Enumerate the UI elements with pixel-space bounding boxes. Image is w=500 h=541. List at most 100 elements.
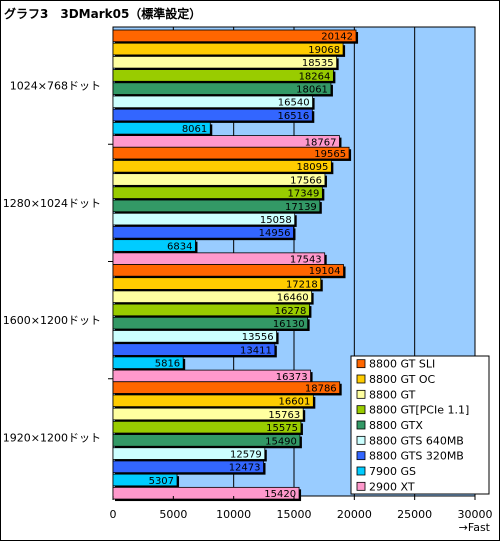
bar xyxy=(112,277,322,290)
data-label: 16278 xyxy=(275,306,307,317)
data-label: 5307 xyxy=(149,476,174,487)
bar xyxy=(112,226,294,239)
bar xyxy=(112,160,332,173)
bar xyxy=(112,42,344,56)
bar xyxy=(112,95,313,109)
bar xyxy=(112,173,326,186)
legend-swatch xyxy=(356,420,366,430)
data-label: 16460 xyxy=(277,293,309,304)
data-label: 17349 xyxy=(288,189,320,200)
bar xyxy=(112,381,341,394)
bar xyxy=(112,356,184,369)
category-label: 1024×768ドット xyxy=(10,80,101,93)
data-label: 15490 xyxy=(265,436,297,447)
bar xyxy=(112,420,302,434)
bar xyxy=(112,394,314,408)
data-label: 15575 xyxy=(266,423,298,434)
bar xyxy=(112,434,301,447)
bar xyxy=(112,343,276,356)
bar xyxy=(112,199,321,213)
data-label: 17543 xyxy=(290,255,322,266)
data-label: 16373 xyxy=(276,372,308,383)
data-label: 14956 xyxy=(259,228,291,239)
legend-label: 2900 XT xyxy=(369,480,415,493)
data-label: 12473 xyxy=(229,463,261,474)
data-label: 19068 xyxy=(308,45,340,56)
bar xyxy=(112,69,334,82)
data-label: 17218 xyxy=(286,279,318,290)
bar xyxy=(112,460,264,474)
legend-swatch xyxy=(356,405,366,415)
bar xyxy=(112,108,313,122)
category-label: 1920×1200ドット xyxy=(3,431,101,444)
legend-swatch xyxy=(356,435,366,445)
data-label: 20142 xyxy=(321,32,353,43)
x-tick-label: 30000 xyxy=(458,508,493,521)
bar xyxy=(112,473,178,487)
data-label: 18535 xyxy=(302,58,334,69)
legend-label: 7900 GS xyxy=(369,465,416,478)
bar xyxy=(112,330,277,343)
x-tick-label: 20000 xyxy=(337,508,372,521)
chart-title: グラフ3 3DMark05（標準設定） xyxy=(4,7,202,21)
data-label: 16601 xyxy=(279,397,311,408)
data-label: 18095 xyxy=(297,162,329,173)
x-tick-label: 15000 xyxy=(277,508,312,521)
bar xyxy=(112,29,357,43)
legend-swatch xyxy=(356,481,366,491)
bar xyxy=(112,447,266,460)
legend-label: 8800 GT[PCIe 1.1] xyxy=(369,404,469,417)
bar xyxy=(112,146,350,160)
data-label: 12579 xyxy=(230,449,262,460)
data-label: 19104 xyxy=(309,266,341,277)
data-label: 17566 xyxy=(290,175,322,186)
legend-box xyxy=(350,355,490,495)
data-label: 13556 xyxy=(242,332,274,343)
legend-swatch xyxy=(356,374,366,384)
data-label: 18061 xyxy=(296,85,328,96)
bar xyxy=(112,239,196,252)
data-label: 16130 xyxy=(273,319,305,330)
data-label: 15058 xyxy=(260,215,292,226)
bar xyxy=(112,82,332,95)
bar xyxy=(112,290,313,303)
legend-label: 8800 GTS 640MB xyxy=(369,434,464,447)
x-tick-label: 5000 xyxy=(159,508,187,521)
legend-label: 8800 GTS 320MB xyxy=(369,450,464,463)
bar xyxy=(112,212,296,226)
data-label: 16516 xyxy=(277,111,309,122)
legend-swatch xyxy=(356,451,366,461)
data-label: 5816 xyxy=(155,359,180,370)
data-label: 13411 xyxy=(240,345,272,356)
data-label: 16540 xyxy=(278,98,310,109)
legend-label: 8800 GT SLI xyxy=(369,358,435,371)
data-label: 15420 xyxy=(264,489,296,500)
legend-label: 8800 GT xyxy=(369,388,416,401)
bar xyxy=(112,264,344,277)
category-label: 1600×1200ドット xyxy=(3,314,101,327)
bar xyxy=(112,316,309,330)
x-tick-label: 10000 xyxy=(216,508,251,521)
legend-swatch xyxy=(356,359,366,369)
category-label: 1280×1024ドット xyxy=(3,197,101,210)
data-label: 18264 xyxy=(299,71,331,82)
x-tick-label: 0 xyxy=(110,508,117,521)
data-label: 15763 xyxy=(268,410,300,421)
bar xyxy=(112,56,338,69)
data-label: 17139 xyxy=(285,202,317,213)
bar xyxy=(112,486,300,500)
data-label: 8061 xyxy=(182,124,207,135)
data-label: 18767 xyxy=(305,137,337,148)
x-tick-label: 25000 xyxy=(397,508,432,521)
legend-label: 8800 GTX xyxy=(369,419,423,432)
data-label: 19565 xyxy=(314,149,346,160)
legend-swatch xyxy=(356,466,366,476)
data-label: 6834 xyxy=(167,241,192,252)
x-axis-label: →Fast xyxy=(459,521,491,534)
legend-swatch xyxy=(356,389,366,399)
bar xyxy=(112,122,211,135)
bar xyxy=(112,186,323,199)
data-label: 18786 xyxy=(305,383,337,394)
legend-label: 8800 GT OC xyxy=(369,373,435,386)
